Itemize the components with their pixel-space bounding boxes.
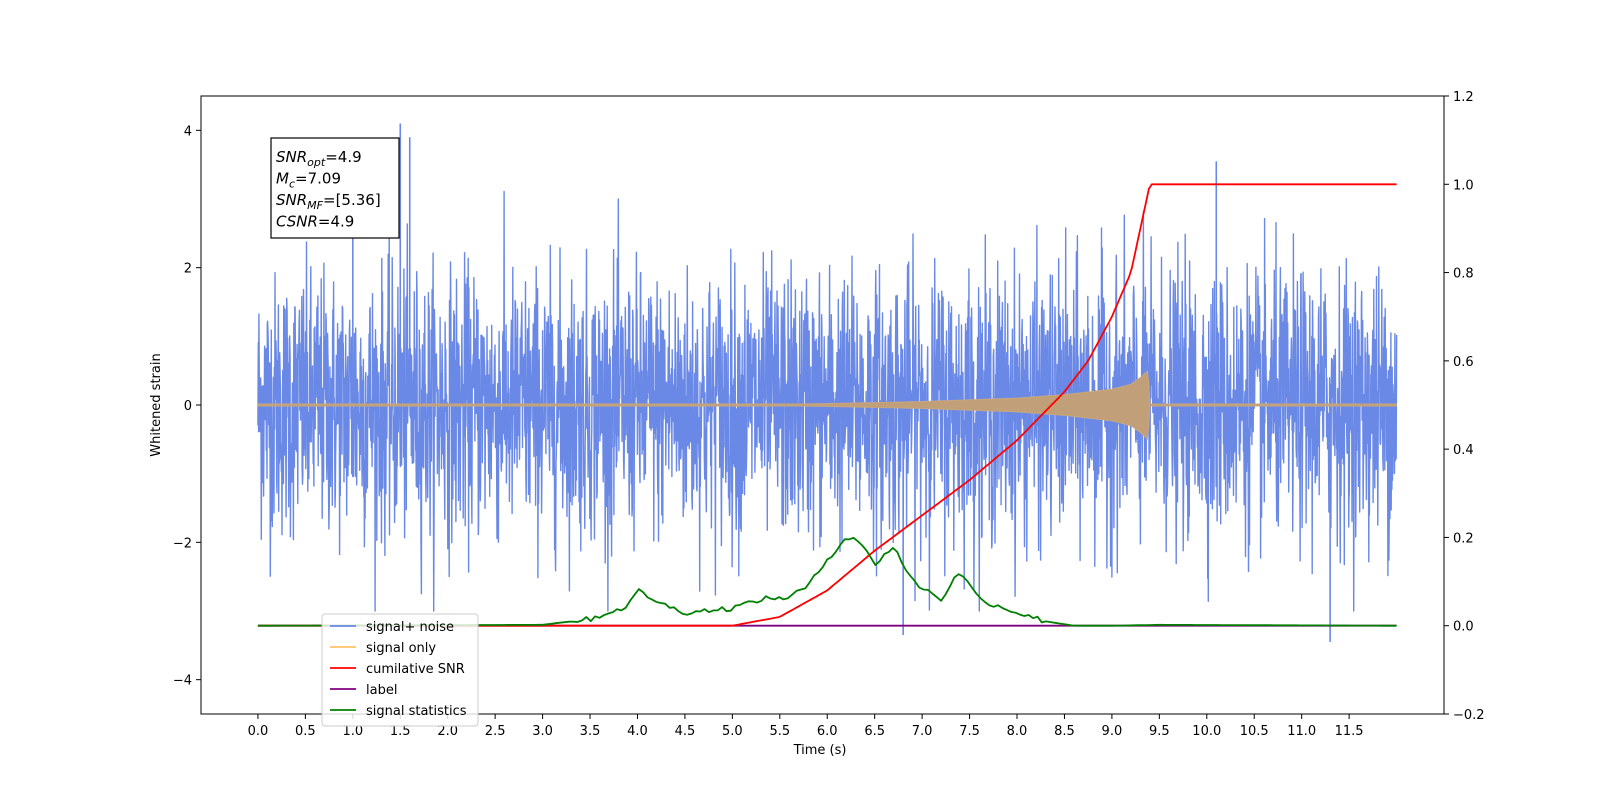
- legend-label-0: signal+ noise: [366, 620, 454, 635]
- x-tick-label-3: 1.5: [390, 724, 411, 739]
- legend-label-1: signal only: [366, 641, 436, 656]
- x-tick-label-0: 0.0: [248, 724, 269, 739]
- x-tick-label-21: 10.5: [1240, 724, 1269, 739]
- y-tick-left-label-4: −4: [173, 674, 192, 689]
- x-tick-label-11: 5.5: [769, 724, 790, 739]
- series-signal-noise-line: [257, 190, 1398, 612]
- y-tick-right-label-2: 0.8: [1453, 267, 1474, 282]
- y-tick-left-label-3: −2: [173, 536, 192, 551]
- y-axis-label: Whitened strain: [149, 353, 164, 456]
- x-tick-label-23: 11.5: [1335, 724, 1364, 739]
- x-tick-label-19: 9.5: [1149, 724, 1170, 739]
- annotation-box-frame: [270, 137, 400, 239]
- legend-label-3: label: [366, 683, 397, 698]
- x-tick-label-7: 3.5: [580, 724, 601, 739]
- y-tick-right-label-3: 0.6: [1453, 355, 1474, 370]
- annotation-line-3: CSNR=4.9: [276, 213, 354, 231]
- y-tick-right-label-0: 1.2: [1453, 90, 1474, 105]
- x-tick-label-20: 10.0: [1192, 724, 1221, 739]
- x-tick-label-2: 1.0: [342, 724, 363, 739]
- legend-label-2: cumilative SNR: [366, 662, 465, 677]
- x-tick-label-5: 2.5: [485, 724, 506, 739]
- x-tick-label-4: 2.0: [437, 724, 458, 739]
- x-tick-label-9: 4.5: [675, 724, 696, 739]
- legend-label-4: signal statistics: [366, 704, 467, 719]
- x-tick-label-13: 6.5: [864, 724, 885, 739]
- x-tick-label-18: 9.0: [1102, 724, 1123, 739]
- x-tick-label-14: 7.0: [912, 724, 933, 739]
- y-axis-right: 1.2 1.0 0.8 0.6 0.4 0.2 0.0 −0.2: [1444, 90, 1485, 723]
- y-tick-left-label-1: 2: [184, 262, 192, 277]
- x-axis-label: Time (s): [793, 743, 847, 758]
- y-tick-right-label-1: 1.0: [1453, 178, 1474, 193]
- y-tick-right-label-5: 0.2: [1453, 531, 1474, 546]
- y-axis-left: 4 2 0 −2 −4: [173, 124, 201, 689]
- y-tick-left-label-2: 0: [184, 399, 192, 414]
- x-tick-label-6: 3.0: [532, 724, 553, 739]
- y-tick-right-label-6: 0.0: [1453, 620, 1474, 635]
- x-tick-label-15: 7.5: [959, 724, 980, 739]
- x-tick-label-12: 6.0: [817, 724, 838, 739]
- y-tick-right-label-4: 0.4: [1453, 443, 1474, 458]
- legend: signal+ noise signal only cumilative SNR la…: [321, 613, 479, 727]
- y-tick-right-label-7: −0.2: [1453, 708, 1485, 723]
- series-signal-only-band: [257, 370, 1398, 440]
- x-tick-label-1: 0.5: [295, 724, 316, 739]
- legend-frame: [321, 613, 479, 727]
- x-tick-label-22: 11.0: [1287, 724, 1316, 739]
- annotation-line-1: Mc=7.09: [276, 170, 341, 191]
- x-axis: 0.0 0.5 1.0 1.5 2.0 2.5 3.0 3.5 4.0 4.5 5.0 5.5 6.0 6…: [248, 714, 1364, 739]
- x-tick-label-8: 4.0: [627, 724, 648, 739]
- y-tick-left-label-0: 4: [184, 124, 192, 139]
- x-tick-label-17: 8.5: [1054, 724, 1075, 739]
- x-tick-label-16: 8.0: [1007, 724, 1028, 739]
- annotation-line-0: SNRopt=4.9: [276, 148, 362, 169]
- annotation-line-2: SNRMF=[5.36]: [276, 191, 381, 212]
- x-tick-label-10: 5.0: [722, 724, 743, 739]
